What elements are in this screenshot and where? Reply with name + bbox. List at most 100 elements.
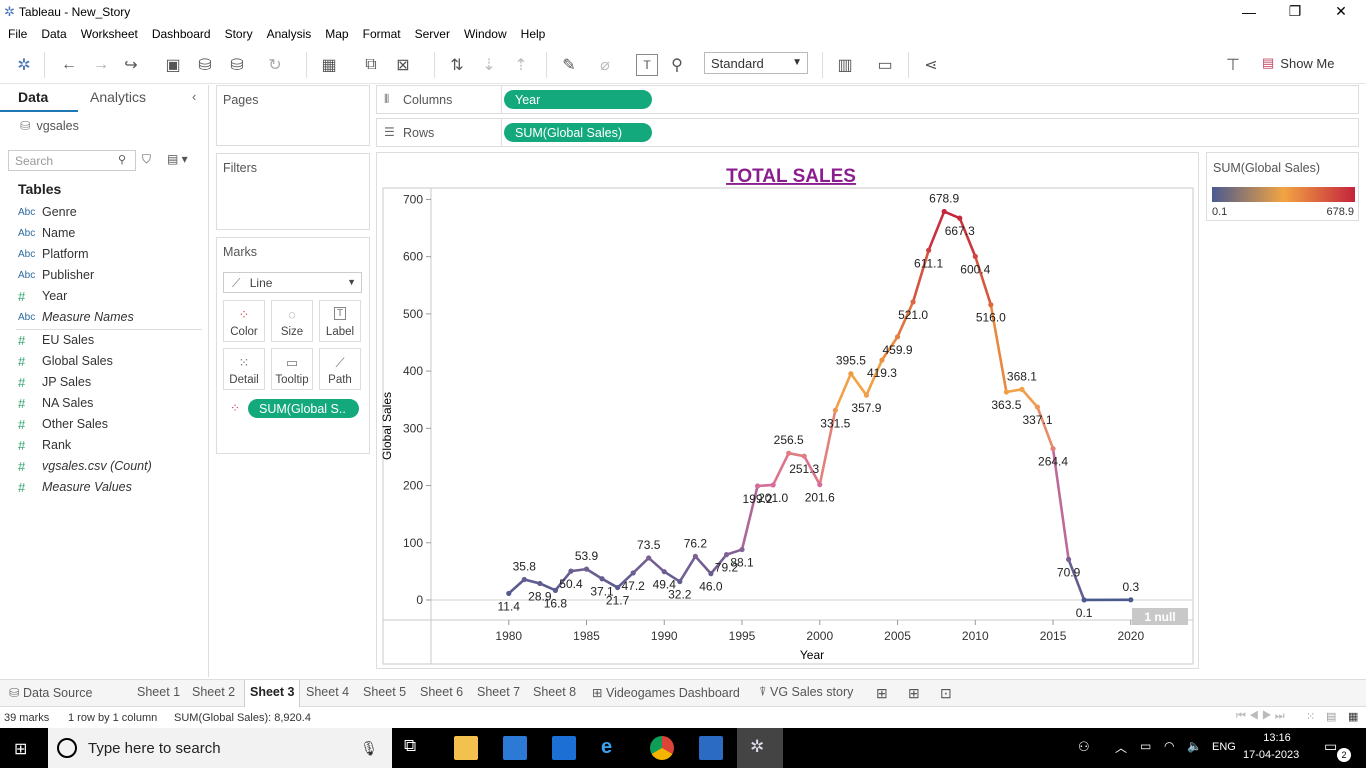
tab-sheet-8[interactable]: Sheet 8 [533, 685, 577, 699]
data-point[interactable] [1081, 597, 1087, 603]
edge-icon[interactable]: e [601, 736, 613, 758]
data-point[interactable] [630, 570, 636, 576]
line-segment[interactable] [740, 484, 759, 551]
line-segment[interactable] [662, 570, 682, 583]
line-segment[interactable] [818, 408, 837, 486]
data-point[interactable] [521, 576, 527, 583]
line-segment[interactable] [725, 548, 744, 556]
line-segment[interactable] [1036, 405, 1055, 450]
pin-icon[interactable]: ⊤ [1226, 57, 1240, 74]
line-segment[interactable] [554, 569, 573, 592]
tooltip-button[interactable]: ▭ Tooltip [271, 348, 313, 390]
data-point[interactable] [988, 302, 994, 308]
rows-pill-global-sales[interactable]: SUM(Global Sales) [504, 123, 652, 142]
line-segment[interactable] [678, 555, 697, 583]
replay-icon[interactable]: ↪ [124, 57, 138, 74]
data-point[interactable] [957, 215, 963, 221]
menu-map[interactable]: Map [325, 26, 349, 41]
data-point[interactable] [801, 453, 807, 459]
columns-pill-year[interactable]: Year [504, 90, 652, 109]
field-global-sales[interactable]: # Global Sales [18, 353, 113, 369]
language-indicator[interactable]: ENG [1212, 741, 1236, 753]
line-segment[interactable] [942, 210, 962, 220]
datasource-item[interactable]: ⛁ vgsales [20, 118, 79, 134]
close-button[interactable]: ✕ [1335, 3, 1347, 19]
line-segment[interactable] [973, 255, 993, 307]
field-genre[interactable]: Abc Genre [18, 204, 77, 220]
data-point[interactable] [1034, 404, 1041, 410]
tableau-home-icon[interactable]: ✲ [17, 57, 31, 74]
line-segment[interactable] [616, 571, 635, 589]
swap-rows-columns-icon[interactable]: ⇅ [450, 57, 464, 74]
data-point[interactable] [708, 571, 714, 577]
data-point[interactable] [661, 569, 667, 575]
data-point[interactable] [894, 334, 901, 340]
clock-date[interactable]: 17-04-2023 [1243, 749, 1300, 761]
save-icon[interactable]: ▣ [165, 57, 181, 74]
field-jp-sales[interactable]: # JP Sales [18, 374, 91, 390]
line-segment[interactable] [600, 577, 619, 589]
menu-window[interactable]: Window [463, 26, 507, 41]
menu-dashboard[interactable]: Dashboard [151, 26, 211, 41]
data-point[interactable] [972, 253, 978, 260]
volume-icon[interactable]: 🔈 [1187, 739, 1202, 753]
tab-analytics[interactable]: Analytics [90, 89, 147, 105]
group-members-icon[interactable]: ⌀ [600, 57, 610, 74]
line-segment[interactable] [989, 303, 1008, 394]
data-point[interactable] [739, 546, 745, 553]
data-point[interactable] [817, 482, 823, 488]
data-point[interactable] [583, 566, 590, 572]
line-segment[interactable] [1020, 388, 1039, 409]
field-measure-names[interactable]: Abc Measure Names [18, 309, 134, 325]
label-button[interactable]: T Label [319, 300, 361, 342]
tab-story[interactable]: ⍒ VG Sales story [759, 685, 853, 700]
data-point[interactable] [552, 587, 559, 593]
data-point[interactable] [863, 392, 870, 398]
menu-file[interactable]: File [8, 26, 28, 41]
field-publisher[interactable]: Abc Publisher [18, 267, 94, 283]
filter-icon[interactable]: ⛉ [142, 152, 152, 166]
mark-type-dropdown[interactable]: ⟋ Line ▼ [223, 272, 362, 293]
data-point[interactable] [879, 357, 885, 363]
undo-icon[interactable]: ← [61, 56, 77, 73]
rows-shelf[interactable]: ☰ Rows SUM(Global Sales) [376, 118, 1359, 147]
line-segment[interactable] [1005, 388, 1024, 394]
tab-data-source[interactable]: ⛁ Data Source [9, 685, 92, 700]
data-point[interactable] [770, 482, 776, 488]
line-segment[interactable] [958, 216, 977, 258]
redo-icon[interactable]: → [93, 56, 109, 73]
task-view-icon[interactable]: ⧉ [404, 736, 417, 755]
field-measure-values[interactable]: # Measure Values [18, 479, 132, 495]
filmstrip-icon[interactable]: ▤ [1326, 711, 1337, 723]
tab-sheet-6[interactable]: Sheet 6 [420, 685, 464, 699]
collapse-panel-icon[interactable]: ‹ [192, 89, 197, 104]
field-other-sales[interactable]: # Other Sales [18, 416, 108, 432]
data-point[interactable] [941, 208, 947, 215]
color-button[interactable]: ⁘ Color [223, 300, 265, 342]
line-segment[interactable] [523, 578, 542, 585]
search-input[interactable]: Search [8, 150, 136, 171]
app-icon[interactable] [699, 736, 723, 760]
tab-sheet-5[interactable]: Sheet 5 [363, 685, 407, 699]
data-point[interactable] [848, 371, 854, 377]
duplicate-sheet-icon[interactable]: ⧉ [365, 56, 377, 73]
marks-color-pill[interactable]: SUM(Global S.. [248, 399, 359, 418]
line-segment[interactable] [647, 556, 666, 574]
line-segment[interactable] [538, 582, 557, 592]
battery-icon[interactable]: ▭ [1140, 739, 1152, 753]
data-point[interactable] [1065, 556, 1072, 563]
menu-data[interactable]: Data [41, 26, 67, 41]
line-segment[interactable] [631, 556, 651, 575]
field-count[interactable]: # vgsales.csv (Count) [18, 458, 152, 474]
line-segment[interactable] [802, 454, 822, 486]
data-point[interactable] [786, 450, 792, 456]
data-point[interactable] [568, 568, 574, 574]
menu-story[interactable]: Story [224, 26, 253, 41]
null-indicator[interactable]: 1 null [1132, 608, 1188, 625]
tab-sheet-4[interactable]: Sheet 4 [306, 685, 350, 699]
columns-shelf[interactable]: ⦀ Columns Year [376, 85, 1359, 114]
fit-dropdown[interactable]: Standard ▼ [704, 52, 808, 74]
new-dashboard-tab-icon[interactable]: ⊞ [908, 685, 920, 701]
people-icon[interactable]: ⚇ [1078, 739, 1090, 754]
notifications-icon[interactable]: ▭ [1324, 738, 1338, 754]
